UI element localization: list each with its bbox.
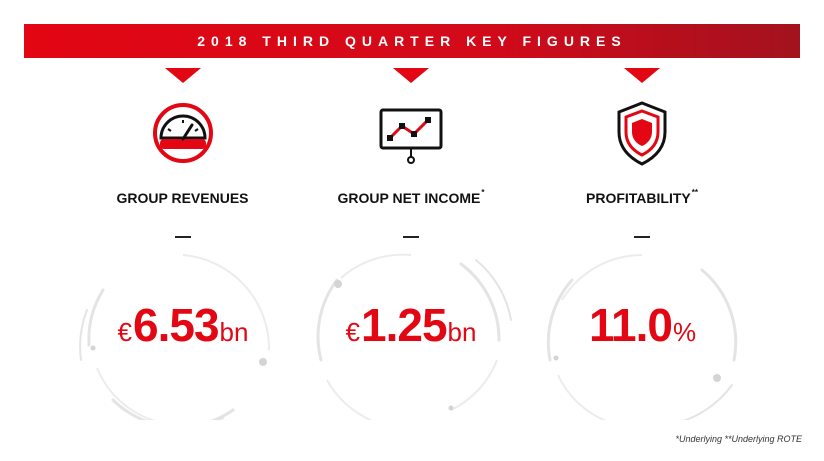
decorative-ring — [79, 254, 271, 420]
divider-dash — [634, 236, 650, 238]
speedometer-icon — [153, 103, 213, 163]
figure-profitability: PROFITABILITY** 11.0% — [532, 68, 752, 420]
divider-dash — [175, 236, 191, 238]
figure-label: PROFITABILITY** — [586, 188, 698, 206]
figure-label: GROUP REVENUES — [116, 190, 249, 206]
divider-dash — [403, 236, 419, 238]
decorative-ring — [316, 253, 512, 420]
line-chart-board-icon — [379, 108, 443, 164]
down-pointer-icon — [393, 68, 429, 83]
figure-label: GROUP NET INCOME* — [337, 188, 485, 206]
figure-value: 11.0% — [588, 299, 697, 351]
banner-title: 2018 THIRD QUARTER KEY FIGURES — [197, 33, 627, 49]
footnote: *Underlying **Underlying ROTE — [675, 434, 802, 444]
figure-value: €6.53bn — [117, 299, 249, 351]
decorative-ring — [546, 254, 738, 420]
down-pointer-icon — [165, 68, 201, 83]
title-banner: 2018 THIRD QUARTER KEY FIGURES — [24, 24, 800, 58]
figure-group-net-income: GROUP NET INCOME* €1.25bn — [301, 68, 521, 420]
figure-value: €1.25bn — [345, 299, 477, 351]
down-pointer-icon — [624, 68, 660, 83]
figure-group-revenues: GROUP REVENUES €6.53bn — [73, 68, 293, 420]
shield-icon — [617, 101, 667, 166]
